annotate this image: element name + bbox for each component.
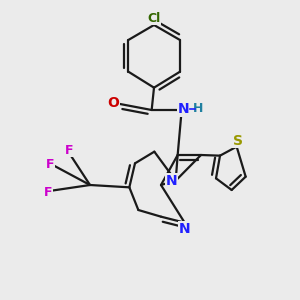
Text: N: N (166, 174, 178, 188)
Text: H: H (193, 103, 203, 116)
Text: F: F (65, 144, 73, 157)
Text: N: N (178, 102, 190, 116)
Text: F: F (44, 186, 52, 199)
Text: O: O (107, 96, 119, 110)
Text: N: N (179, 222, 190, 236)
Text: Cl: Cl (147, 11, 161, 25)
Text: S: S (233, 134, 243, 148)
Text: F: F (46, 158, 54, 171)
